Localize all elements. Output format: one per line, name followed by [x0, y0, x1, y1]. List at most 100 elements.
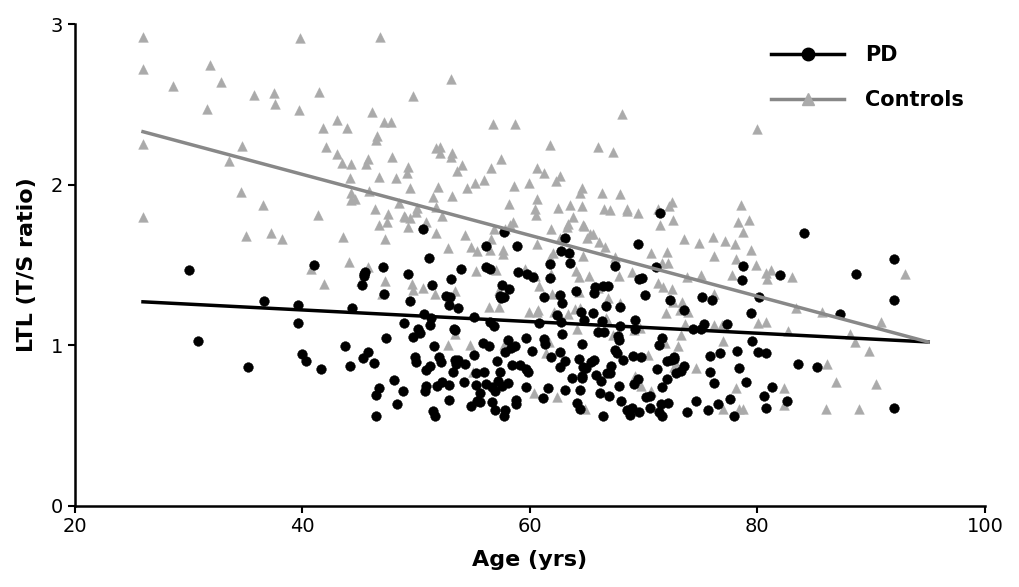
- Point: [651, 208, 667, 218]
- Point: [629, 375, 645, 384]
- Point: [475, 367, 491, 377]
- Point: [592, 376, 608, 386]
- Point: [421, 254, 437, 263]
- Point: [680, 308, 696, 317]
- Point: [751, 292, 767, 302]
- Point: [481, 302, 497, 312]
- Point: [492, 294, 508, 303]
- Point: [507, 395, 524, 404]
- Point: [346, 194, 363, 204]
- Point: [425, 341, 441, 350]
- Point: [135, 139, 151, 149]
- Point: [518, 365, 534, 374]
- Point: [487, 265, 503, 275]
- Point: [556, 356, 573, 366]
- Point: [743, 309, 759, 318]
- Point: [439, 244, 455, 253]
- Point: [633, 353, 649, 362]
- Point: [730, 217, 746, 227]
- Point: [517, 333, 533, 342]
- Point: [630, 408, 646, 417]
- Point: [357, 267, 373, 276]
- Point: [704, 295, 720, 305]
- Point: [495, 340, 512, 350]
- Point: [491, 292, 507, 301]
- Point: [542, 353, 558, 362]
- Point: [539, 383, 555, 393]
- Point: [318, 142, 334, 151]
- Point: [750, 318, 766, 328]
- Point: [486, 405, 502, 414]
- Point: [552, 247, 569, 256]
- Point: [551, 348, 568, 357]
- Point: [390, 198, 407, 207]
- Point: [305, 260, 321, 269]
- Point: [517, 264, 533, 274]
- Point: [658, 247, 675, 257]
- Point: [604, 330, 621, 340]
- Point: [360, 155, 376, 164]
- Point: [334, 232, 351, 242]
- Point: [685, 325, 701, 334]
- Point: [415, 225, 431, 234]
- Point: [672, 330, 688, 340]
- Point: [237, 231, 254, 240]
- Point: [546, 307, 562, 316]
- Point: [135, 64, 151, 73]
- Point: [601, 205, 618, 215]
- Point: [440, 301, 457, 310]
- Point: [471, 397, 487, 407]
- Point: [774, 400, 791, 410]
- Point: [595, 411, 611, 420]
- Point: [595, 204, 611, 214]
- Point: [695, 319, 711, 329]
- Point: [552, 317, 569, 326]
- X-axis label: Age (yrs): Age (yrs): [472, 551, 587, 571]
- Point: [449, 355, 466, 365]
- Point: [727, 254, 743, 264]
- Point: [775, 383, 792, 393]
- Point: [455, 377, 472, 387]
- Point: [650, 407, 666, 417]
- Point: [471, 388, 487, 397]
- Point: [732, 200, 748, 210]
- Point: [571, 287, 587, 296]
- Point: [528, 195, 544, 204]
- Point: [884, 295, 901, 305]
- Point: [353, 276, 369, 286]
- Point: [591, 389, 607, 398]
- Point: [255, 200, 271, 210]
- Point: [423, 281, 439, 290]
- Point: [599, 281, 615, 291]
- Point: [672, 366, 688, 375]
- Point: [334, 158, 351, 167]
- Point: [401, 184, 418, 193]
- Point: [597, 301, 613, 311]
- Point: [445, 325, 462, 334]
- Point: [371, 172, 387, 181]
- Point: [457, 359, 473, 369]
- Point: [440, 380, 457, 390]
- Point: [365, 358, 381, 367]
- Point: [368, 131, 384, 141]
- Point: [688, 363, 704, 372]
- Point: [826, 377, 843, 386]
- Point: [465, 367, 481, 377]
- Point: [428, 143, 444, 153]
- Point: [530, 306, 546, 315]
- Point: [564, 212, 580, 222]
- Point: [589, 142, 605, 151]
- Point: [625, 325, 641, 335]
- Point: [521, 307, 537, 316]
- Point: [757, 404, 773, 413]
- Point: [787, 303, 803, 313]
- Point: [699, 406, 715, 415]
- Point: [884, 403, 901, 413]
- Point: [372, 32, 388, 42]
- Point: [589, 327, 605, 336]
- Point: [517, 382, 533, 392]
- Point: [714, 336, 731, 346]
- Point: [568, 286, 584, 295]
- Point: [527, 210, 543, 220]
- Point: [548, 393, 565, 402]
